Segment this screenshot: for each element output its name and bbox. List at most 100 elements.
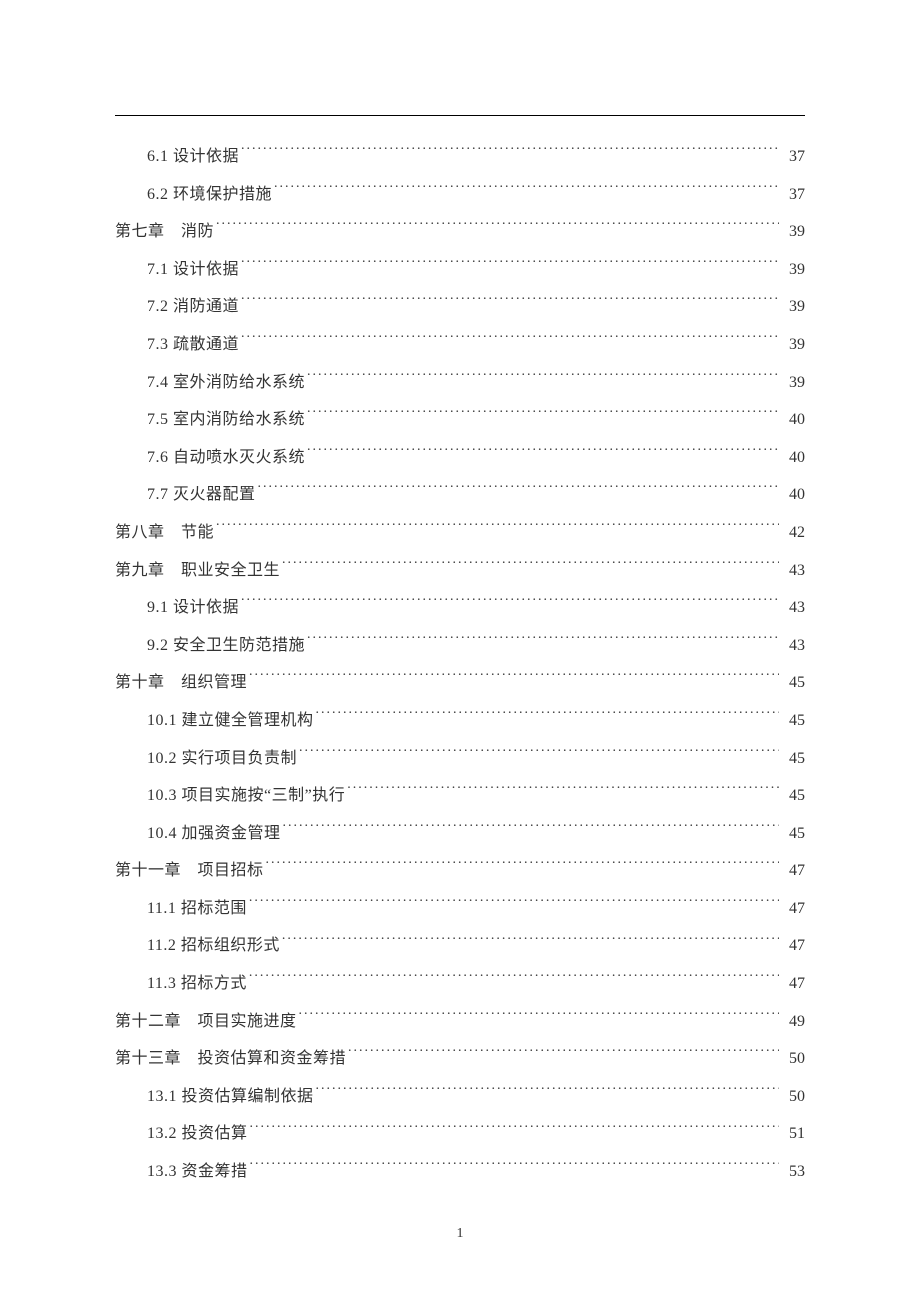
toc-entry: 11.2 招标组织形式 47 [115,927,805,965]
toc-entry: 9.1 设计依据43 [115,589,805,627]
toc-dots [348,1047,779,1063]
toc-dots [347,784,779,800]
toc-entry: 第十章 组织管理45 [115,664,805,702]
toc-entry-page: 43 [781,627,805,665]
toc-entry: 7.7 灭火器配置 40 [115,476,805,514]
toc-entry: 10.1 建立健全管理机构 45 [115,702,805,740]
toc-entry-label: 6.2 环境保护措施 [147,176,272,214]
toc-dots [249,972,779,988]
toc-dots [316,1085,779,1101]
toc-entry-label: 7.7 灭火器配置 [147,476,256,514]
toc-entry: 7.6 自动喷水灭火系统 40 [115,439,805,477]
toc-entry-page: 40 [781,476,805,514]
toc-entry: 11.3 招标方式47 [115,965,805,1003]
toc-entry-label: 13.3 资金筹措 [147,1153,248,1191]
toc-dots [241,333,779,349]
toc-entry-page: 39 [781,326,805,364]
header-separator [115,115,805,116]
toc-entry: 10.3 项目实施按“三制”执行 45 [115,777,805,815]
toc-dots [282,559,779,575]
toc-entry-page: 53 [781,1153,805,1191]
toc-dots [216,521,779,537]
toc-entry-label: 7.1 设计依据 [147,251,239,289]
toc-dots [241,145,779,161]
toc-entry-label: 9.2 安全卫生防范措施 [147,627,305,665]
toc-entry-page: 45 [781,702,805,740]
toc-entry-page: 45 [781,777,805,815]
toc-dots [266,859,779,875]
page-container: 6.1 设计依据376.2 环境保护措施 37 第七章 消防 39 7.1 设计依据 39… [0,0,920,1302]
toc-dots [307,446,779,462]
toc-entry-page: 40 [781,439,805,477]
toc-entry-page: 47 [781,927,805,965]
toc-entry-page: 51 [781,1115,805,1153]
toc-entry: 7.2 消防通道 39 [115,288,805,326]
toc-entry: 第七章 消防 39 [115,213,805,251]
toc-dots [316,709,779,725]
toc-entry: 第九章 职业安全卫生 43 [115,552,805,590]
toc-entry-label: 第九章 职业安全卫生 [115,552,280,590]
toc-dots [249,671,779,687]
toc-entry: 10.2 实行项目负责制 45 [115,740,805,778]
page-number: 1 [457,1226,464,1242]
toc-entry-label: 10.2 实行项目负责制 [147,740,297,778]
toc-entry-label: 10.1 建立健全管理机构 [147,702,314,740]
toc-dots [307,371,779,387]
toc-entry-page: 39 [781,288,805,326]
toc-entry-label: 11.1 招标范围 [147,890,247,928]
toc-entry-page: 50 [781,1040,805,1078]
toc-entry: 13.2 投资估算 51 [115,1115,805,1153]
toc-entry-label: 第十一章 项目招标 [115,852,264,890]
toc-entry-page: 50 [781,1078,805,1116]
toc-entry: 11.1 招标范围 47 [115,890,805,928]
toc-entry-page: 47 [781,852,805,890]
toc-dots [258,483,779,499]
toc-dots [282,934,779,950]
toc-dots [216,220,779,236]
toc-entry-label: 7.6 自动喷水灭火系统 [147,439,305,477]
toc-entry-label: 7.2 消防通道 [147,288,239,326]
toc-entry-label: 10.3 项目实施按“三制”执行 [147,777,345,815]
toc-dots [307,408,779,424]
toc-entry-label: 第七章 消防 [115,213,214,251]
toc-dots [299,747,779,763]
toc-dots [249,897,779,913]
toc-dots [250,1160,779,1176]
toc-entry-page: 37 [781,176,805,214]
toc-entry-label: 6.1 设计依据 [147,138,239,176]
toc-entry: 6.1 设计依据37 [115,138,805,176]
toc-dots [283,822,779,838]
toc-entry-label: 7.4 室外消防给水系统 [147,364,305,402]
toc-entry-label: 第十二章 项目实施进度 [115,1003,297,1041]
toc-entry-label: 7.3 疏散通道 [147,326,239,364]
toc-entry-label: 13.2 投资估算 [147,1115,248,1153]
table-of-contents: 6.1 设计依据376.2 环境保护措施 37 第七章 消防 39 7.1 设计依据 39… [115,138,805,1191]
toc-entry-page: 43 [781,552,805,590]
toc-entry: 第八章 节能42 [115,514,805,552]
toc-entry-page: 49 [781,1003,805,1041]
toc-entry: 7.5 室内消防给水系统 40 [115,401,805,439]
toc-entry-label: 第十三章 投资估算和资金筹措 [115,1040,346,1078]
toc-dots [299,1010,779,1026]
toc-entry-page: 39 [781,251,805,289]
toc-entry: 9.2 安全卫生防范措施 43 [115,627,805,665]
toc-entry-label: 7.5 室内消防给水系统 [147,401,305,439]
toc-entry-label: 13.1 投资估算编制依据 [147,1078,314,1116]
toc-entry-label: 11.2 招标组织形式 [147,927,280,965]
toc-dots [241,295,779,311]
toc-entry-page: 47 [781,890,805,928]
toc-entry-page: 40 [781,401,805,439]
toc-entry-page: 45 [781,740,805,778]
toc-entry-label: 第十章 组织管理 [115,664,247,702]
toc-entry: 6.2 环境保护措施 37 [115,176,805,214]
toc-entry-page: 45 [781,815,805,853]
toc-entry: 第十一章 项目招标 47 [115,852,805,890]
toc-dots [307,634,779,650]
toc-entry-page: 39 [781,364,805,402]
toc-entry-label: 11.3 招标方式 [147,965,247,1003]
toc-dots [274,183,779,199]
toc-entry-page: 39 [781,213,805,251]
toc-entry-label: 9.1 设计依据 [147,589,239,627]
toc-entry: 第十三章 投资估算和资金筹措 50 [115,1040,805,1078]
toc-entry: 7.3 疏散通道 39 [115,326,805,364]
